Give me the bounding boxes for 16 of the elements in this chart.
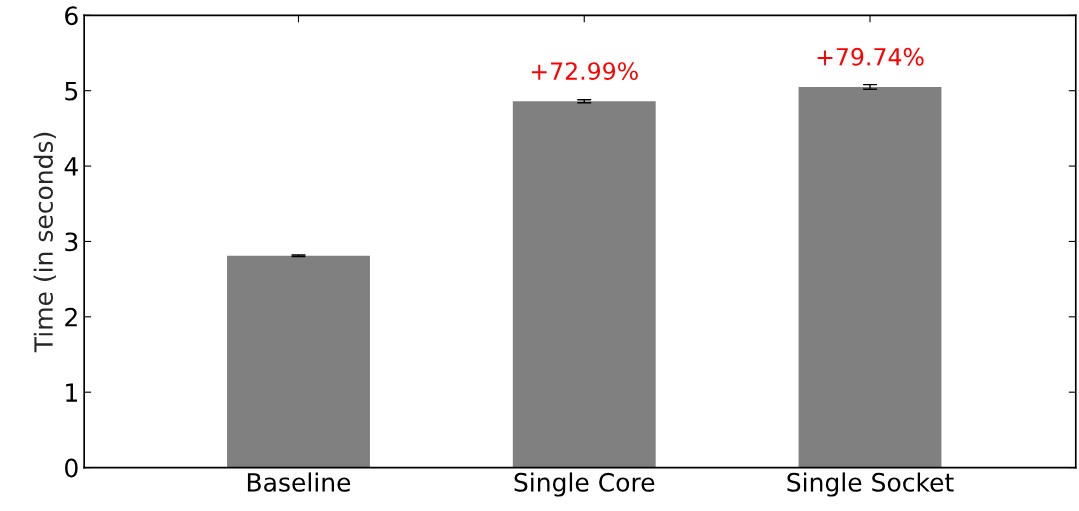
bar xyxy=(798,86,942,468)
bar xyxy=(227,255,370,468)
x-tick-label: Baseline xyxy=(247,472,351,492)
annotation: +79.74% xyxy=(817,47,924,66)
y-tick-label: 5 xyxy=(65,81,78,101)
y-tick-label: 4 xyxy=(64,157,78,176)
y-tick-label: 2 xyxy=(65,307,77,327)
y-axis-title: Time (in seconds) xyxy=(33,132,56,353)
x-tick-label: Single Core xyxy=(514,472,655,497)
y-tick-label: 6 xyxy=(65,6,78,26)
bar xyxy=(512,101,656,468)
annotation: +72.99% xyxy=(531,62,638,81)
y-tick-label: 3 xyxy=(65,232,78,252)
y-tick-label: 0 xyxy=(65,458,78,478)
x-tick-label: Single Socket xyxy=(787,472,954,497)
y-tick-label: 1 xyxy=(66,383,77,402)
